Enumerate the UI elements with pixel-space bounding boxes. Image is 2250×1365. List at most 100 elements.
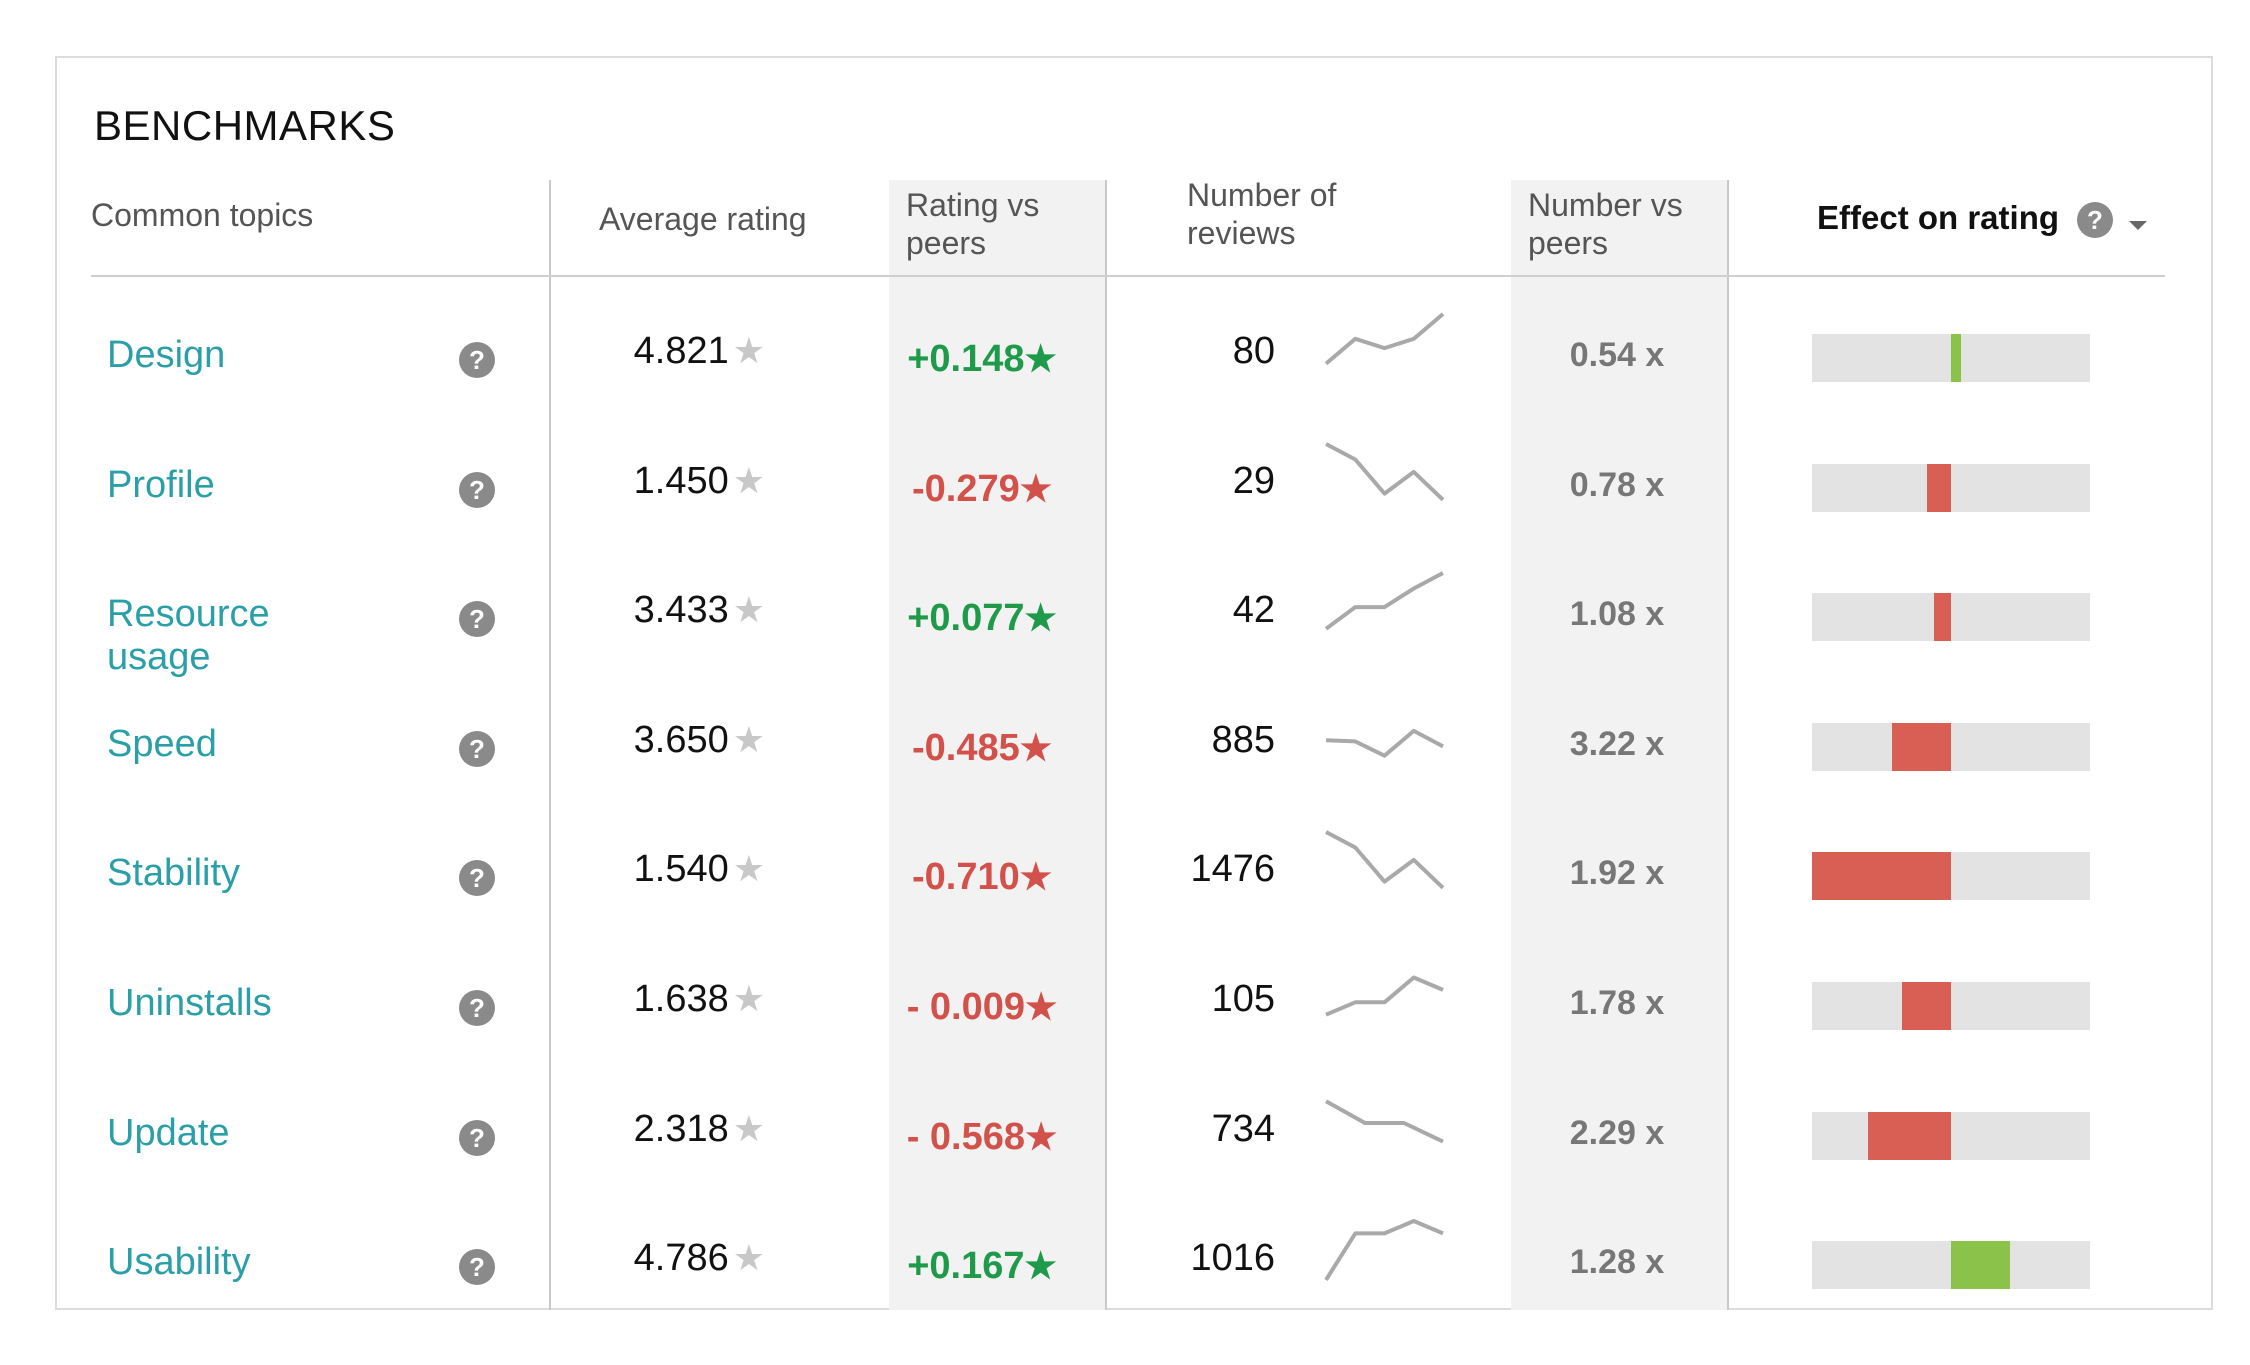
effect-bar — [1926, 463, 1951, 512]
header-divider — [91, 275, 2165, 277]
review-count: 885 — [1211, 718, 1275, 761]
average-rating: 2.318 ★ — [565, 1108, 765, 1151]
effect-bar — [1933, 593, 1951, 642]
rating-vs-peers-value: +0.148 — [907, 338, 1025, 380]
star-icon: ★ — [732, 459, 765, 501]
header-common-topics: Common topics — [91, 197, 314, 233]
star-icon: ★ — [1019, 467, 1053, 509]
help-icon[interactable]: ? — [459, 342, 495, 378]
sparkline-path — [1325, 975, 1444, 1017]
average-rating: 3.433 ★ — [565, 589, 765, 632]
number-vs-peers: 1.08 x — [1569, 595, 1665, 634]
rating-vs-peers: - 0.009★ — [867, 986, 1097, 1029]
review-count: 29 — [1232, 459, 1275, 502]
number-vs-peers: 0.54 x — [1569, 336, 1665, 374]
header-rating-vs-peers: Rating vs peers — [906, 187, 1040, 261]
rating-vs-peers-value: +0.167 — [907, 1245, 1025, 1288]
topic-link[interactable]: Update — [107, 1111, 230, 1154]
review-trend-sparkline — [1324, 312, 1445, 366]
number-vs-peers: 1.28 x — [1569, 1243, 1665, 1282]
sparkline-path — [1325, 441, 1445, 501]
rating-vs-peers-value: - 0.568 — [906, 1115, 1026, 1158]
card-title: BENCHMARKS — [94, 102, 396, 149]
sparkline-path — [1325, 728, 1444, 758]
star-icon: ★ — [1025, 1115, 1058, 1157]
review-trend-sparkline — [1325, 975, 1444, 1017]
help-icon[interactable]: ? — [2077, 202, 2113, 238]
help-icon[interactable]: ? — [459, 860, 495, 897]
review-trend-sparkline — [1325, 728, 1444, 758]
rating-value: 1.638 — [633, 978, 729, 1020]
average-rating: 1.540 ★ — [565, 848, 765, 891]
review-count: 1016 — [1190, 1237, 1275, 1280]
star-icon: ★ — [732, 978, 765, 1019]
topic-link[interactable]: Resource usage — [107, 593, 270, 679]
effect-bar-track — [1812, 463, 2090, 512]
sparkline-path — [1325, 830, 1445, 890]
review-trend-sparkline — [1325, 830, 1445, 890]
rating-vs-peers-value: - 0.009 — [906, 986, 1026, 1028]
average-rating: 4.786 ★ — [565, 1237, 765, 1280]
topic-link[interactable]: Uninstalls — [107, 982, 272, 1024]
star-icon: ★ — [1024, 338, 1057, 379]
chevron-down-icon[interactable] — [2129, 221, 2147, 230]
help-icon[interactable]: ? — [459, 1119, 495, 1156]
topic-link[interactable]: Usability — [107, 1241, 251, 1284]
rating-vs-peers-value: -0.279 — [911, 467, 1020, 510]
effect-bar-track — [1812, 334, 2090, 382]
rating-value: 1.540 — [633, 848, 729, 891]
star-icon: ★ — [1024, 1245, 1057, 1287]
help-icon[interactable]: ? — [459, 471, 495, 508]
average-rating: 1.638 ★ — [565, 978, 765, 1021]
sparkline-path — [1324, 312, 1445, 366]
rating-vs-peers: -0.710★ — [867, 856, 1097, 899]
star-icon: ★ — [1019, 856, 1053, 898]
help-icon[interactable]: ? — [459, 990, 495, 1026]
average-rating: 4.821 ★ — [565, 330, 765, 373]
column-divider — [1105, 180, 1107, 1310]
average-rating: 3.650 ★ — [565, 719, 765, 762]
review-count: 1476 — [1190, 848, 1275, 891]
header-effect-on-rating[interactable]: Effect on rating — [1817, 199, 2060, 236]
rating-vs-peers-value: -0.710 — [911, 856, 1020, 899]
star-icon: ★ — [732, 330, 765, 371]
review-trend-sparkline — [1325, 1099, 1444, 1143]
average-rating: 1.450 ★ — [565, 460, 765, 503]
effect-bar-track — [1812, 593, 2090, 642]
rating-vs-peers-value: -0.485 — [911, 726, 1020, 769]
rating-vs-peers: +0.077★ — [867, 597, 1097, 640]
header-number-vs-peers: Number vs peers — [1528, 187, 1683, 261]
rating-vs-peers: +0.167★ — [867, 1245, 1097, 1288]
review-count: 734 — [1211, 1107, 1275, 1150]
effect-bar-track — [1812, 982, 2090, 1030]
rating-vs-peers: -0.485★ — [867, 727, 1097, 770]
topic-link[interactable]: Profile — [107, 463, 215, 506]
number-vs-peers-column-bg — [1511, 180, 1728, 1310]
topic-link[interactable]: Stability — [107, 852, 241, 895]
review-count: 105 — [1211, 978, 1275, 1020]
topic-link[interactable]: Design — [107, 334, 226, 376]
star-icon: ★ — [732, 1107, 765, 1149]
star-icon: ★ — [1025, 986, 1058, 1027]
benchmarks-card: BENCHMARKS Common topics Average rating … — [55, 56, 2213, 1310]
star-icon: ★ — [732, 589, 765, 631]
help-icon[interactable]: ? — [459, 730, 495, 767]
effect-bar — [1951, 1241, 2011, 1290]
review-count: 80 — [1232, 330, 1275, 372]
sparkline-path — [1324, 571, 1444, 631]
effect-bar — [1902, 982, 1951, 1030]
review-trend-sparkline — [1324, 1219, 1444, 1282]
help-icon[interactable]: ? — [459, 1249, 495, 1286]
number-vs-peers: 1.78 x — [1569, 984, 1665, 1022]
rating-vs-peers-column-bg — [889, 180, 1106, 1310]
column-divider — [549, 180, 551, 1310]
effect-bar-track — [1812, 1111, 2090, 1160]
star-icon: ★ — [1024, 597, 1057, 639]
header-number-of-reviews: Number of reviews — [1187, 177, 1337, 251]
star-icon: ★ — [732, 1237, 765, 1279]
effect-bar — [1951, 334, 1962, 382]
rating-value: 2.318 — [633, 1107, 729, 1150]
topic-link[interactable]: Speed — [107, 722, 217, 765]
column-divider — [1727, 180, 1729, 1310]
help-icon[interactable]: ? — [459, 601, 495, 638]
